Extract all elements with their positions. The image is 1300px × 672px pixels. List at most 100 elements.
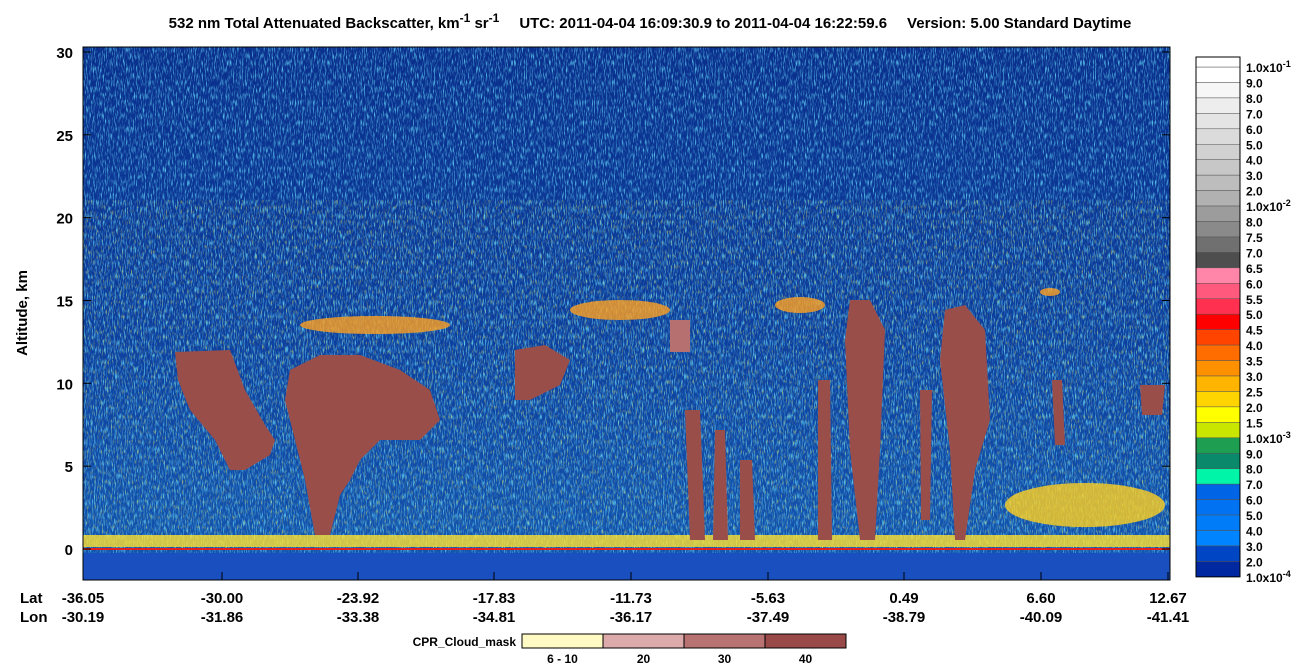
colorbar-label: 1.0x10-3 — [1246, 430, 1291, 446]
colorbar-label: 6.0 — [1246, 277, 1263, 291]
colorbar-label: 8.0 — [1246, 92, 1263, 106]
noise — [83, 200, 1170, 550]
colorbar-label: 1.0x10-2 — [1246, 198, 1291, 214]
colorbar-label: 4.0 — [1246, 154, 1263, 168]
subsurface — [83, 553, 1170, 580]
y-tick-label: 5 — [65, 459, 73, 476]
colorbar-label: 2.5 — [1246, 385, 1263, 399]
x-row-name: Lat — [20, 590, 43, 607]
colorbar-frame — [1195, 56, 1241, 578]
colorbar-label: 3.0 — [1246, 169, 1263, 183]
colorbar-label: 2.0 — [1246, 185, 1263, 199]
colorbar-label: 4.0 — [1246, 339, 1263, 353]
aerosol-layers — [83, 288, 1170, 547]
x-tick-label: -11.73 — [610, 590, 652, 607]
mask-legend-swatch — [521, 633, 604, 649]
colorbar-label: 5.0 — [1246, 138, 1263, 152]
colorbar-swatch — [1195, 97, 1241, 114]
colorbar-swatch — [1195, 298, 1241, 315]
y-tick-label: 15 — [56, 293, 73, 310]
colorbar-label: 5.0 — [1246, 308, 1263, 322]
x-tick-label: -38.79 — [883, 609, 926, 626]
y-axis-label: Altitude, km — [14, 270, 31, 356]
colorbar-swatch — [1195, 66, 1241, 83]
colorbar-label: 7.0 — [1246, 478, 1263, 492]
colorbar-label: 6.0 — [1246, 494, 1263, 508]
colorbar-swatch — [1195, 283, 1241, 299]
colorbar-swatch — [1195, 174, 1241, 191]
colorbar-swatch — [1195, 190, 1241, 207]
x-tick-label: -34.81 — [473, 609, 516, 626]
x-tick-label: -40.09 — [1020, 609, 1063, 626]
colorbar-label: 1.0x10-4 — [1246, 569, 1291, 585]
x-tick-label: -37.49 — [747, 609, 790, 626]
colorbar-swatch — [1195, 375, 1241, 392]
colorbar-label-exp: -2 — [1283, 198, 1291, 208]
title-sup: -1 — [460, 11, 471, 25]
version: Version: 5.00 Standard Daytime — [907, 15, 1131, 32]
colorbar-swatch — [1195, 483, 1241, 500]
colorbar-label: 3.5 — [1246, 355, 1263, 369]
colorbar-swatch — [1195, 406, 1241, 423]
x-tick-label: -31.86 — [201, 609, 244, 626]
colorbar-swatch — [1195, 545, 1241, 562]
colorbar-swatch — [1195, 267, 1241, 284]
colorbar-swatch — [1195, 144, 1241, 160]
colorbar-label-base: 1.0x10 — [1246, 200, 1283, 214]
colorbar-label: 9.0 — [1246, 447, 1263, 461]
colorbar-label: 7.0 — [1246, 246, 1263, 260]
cpr-clouds — [175, 300, 1165, 540]
colorbar-swatch — [1195, 530, 1241, 547]
colorbar-label: 4.0 — [1246, 525, 1263, 539]
colorbar-label: 6.5 — [1246, 262, 1263, 276]
mask-legend-title: CPR_Cloud_mask — [413, 635, 517, 649]
x-row-name: Lon — [20, 609, 48, 626]
x-tick-label: -23.92 — [337, 590, 380, 607]
colorbar-label: 7.0 — [1246, 107, 1263, 121]
colorbar-swatch — [1195, 514, 1241, 531]
mask-legend-label: 6 - 10 — [547, 652, 578, 666]
x-tick-label: -41.41 — [1147, 609, 1190, 626]
colorbar-label-exp: -1 — [1283, 59, 1291, 69]
colorbar-swatch — [1195, 159, 1241, 176]
colorbar-swatch — [1195, 329, 1241, 346]
colorbar-swatch — [1195, 128, 1241, 145]
colorbar-swatch — [1195, 344, 1241, 361]
colorbar-swatch — [1195, 561, 1241, 578]
x-tick-label: -5.63 — [751, 590, 785, 607]
colorbar-label: 9.0 — [1246, 76, 1263, 90]
mask-legend-label: 20 — [637, 652, 651, 666]
mask-legend-label: 30 — [718, 652, 732, 666]
y-tick-label: 20 — [56, 211, 73, 228]
mask-legend-swatch — [764, 633, 847, 649]
colorbar-swatch — [1195, 313, 1241, 330]
mask-legend-swatch — [683, 633, 766, 649]
colorbar-label: 6.0 — [1246, 123, 1263, 137]
mask-legend-label: 40 — [799, 652, 813, 666]
colorbar-label: 5.0 — [1246, 509, 1263, 523]
colorbar-swatch — [1195, 360, 1241, 377]
colorbar-label: 1.5 — [1246, 416, 1263, 430]
colorbar-label: 7.5 — [1246, 231, 1263, 245]
colorbar-label: 4.5 — [1246, 324, 1263, 338]
colorbar-swatch — [1195, 252, 1241, 269]
colorbar-swatch — [1195, 56, 1241, 68]
curtain — [82, 46, 1171, 581]
x-tick-label: 0.49 — [889, 590, 918, 607]
mask-legend-swatch — [602, 633, 685, 649]
colorbar-label-base: 1.0x10 — [1246, 571, 1283, 585]
x-tick-label: -33.38 — [337, 609, 380, 626]
colorbar-label-exp: -3 — [1283, 430, 1291, 440]
y-tick-label: 0 — [65, 542, 73, 559]
colorbar-swatch — [1195, 236, 1241, 253]
colorbar-swatch — [1195, 437, 1241, 454]
y-tick-label: 10 — [56, 376, 73, 393]
colorbar-swatch — [1195, 468, 1241, 485]
colorbar-label: 2.0 — [1246, 555, 1263, 569]
colorbar-label-exp: -4 — [1283, 569, 1291, 579]
title-sup: -1 — [489, 11, 500, 25]
colorbar-label: 8.0 — [1246, 463, 1263, 477]
colorbar-swatch — [1195, 205, 1241, 222]
chart-title: 532 nm Total Attenuated Backscatter, km-… — [169, 11, 1132, 32]
